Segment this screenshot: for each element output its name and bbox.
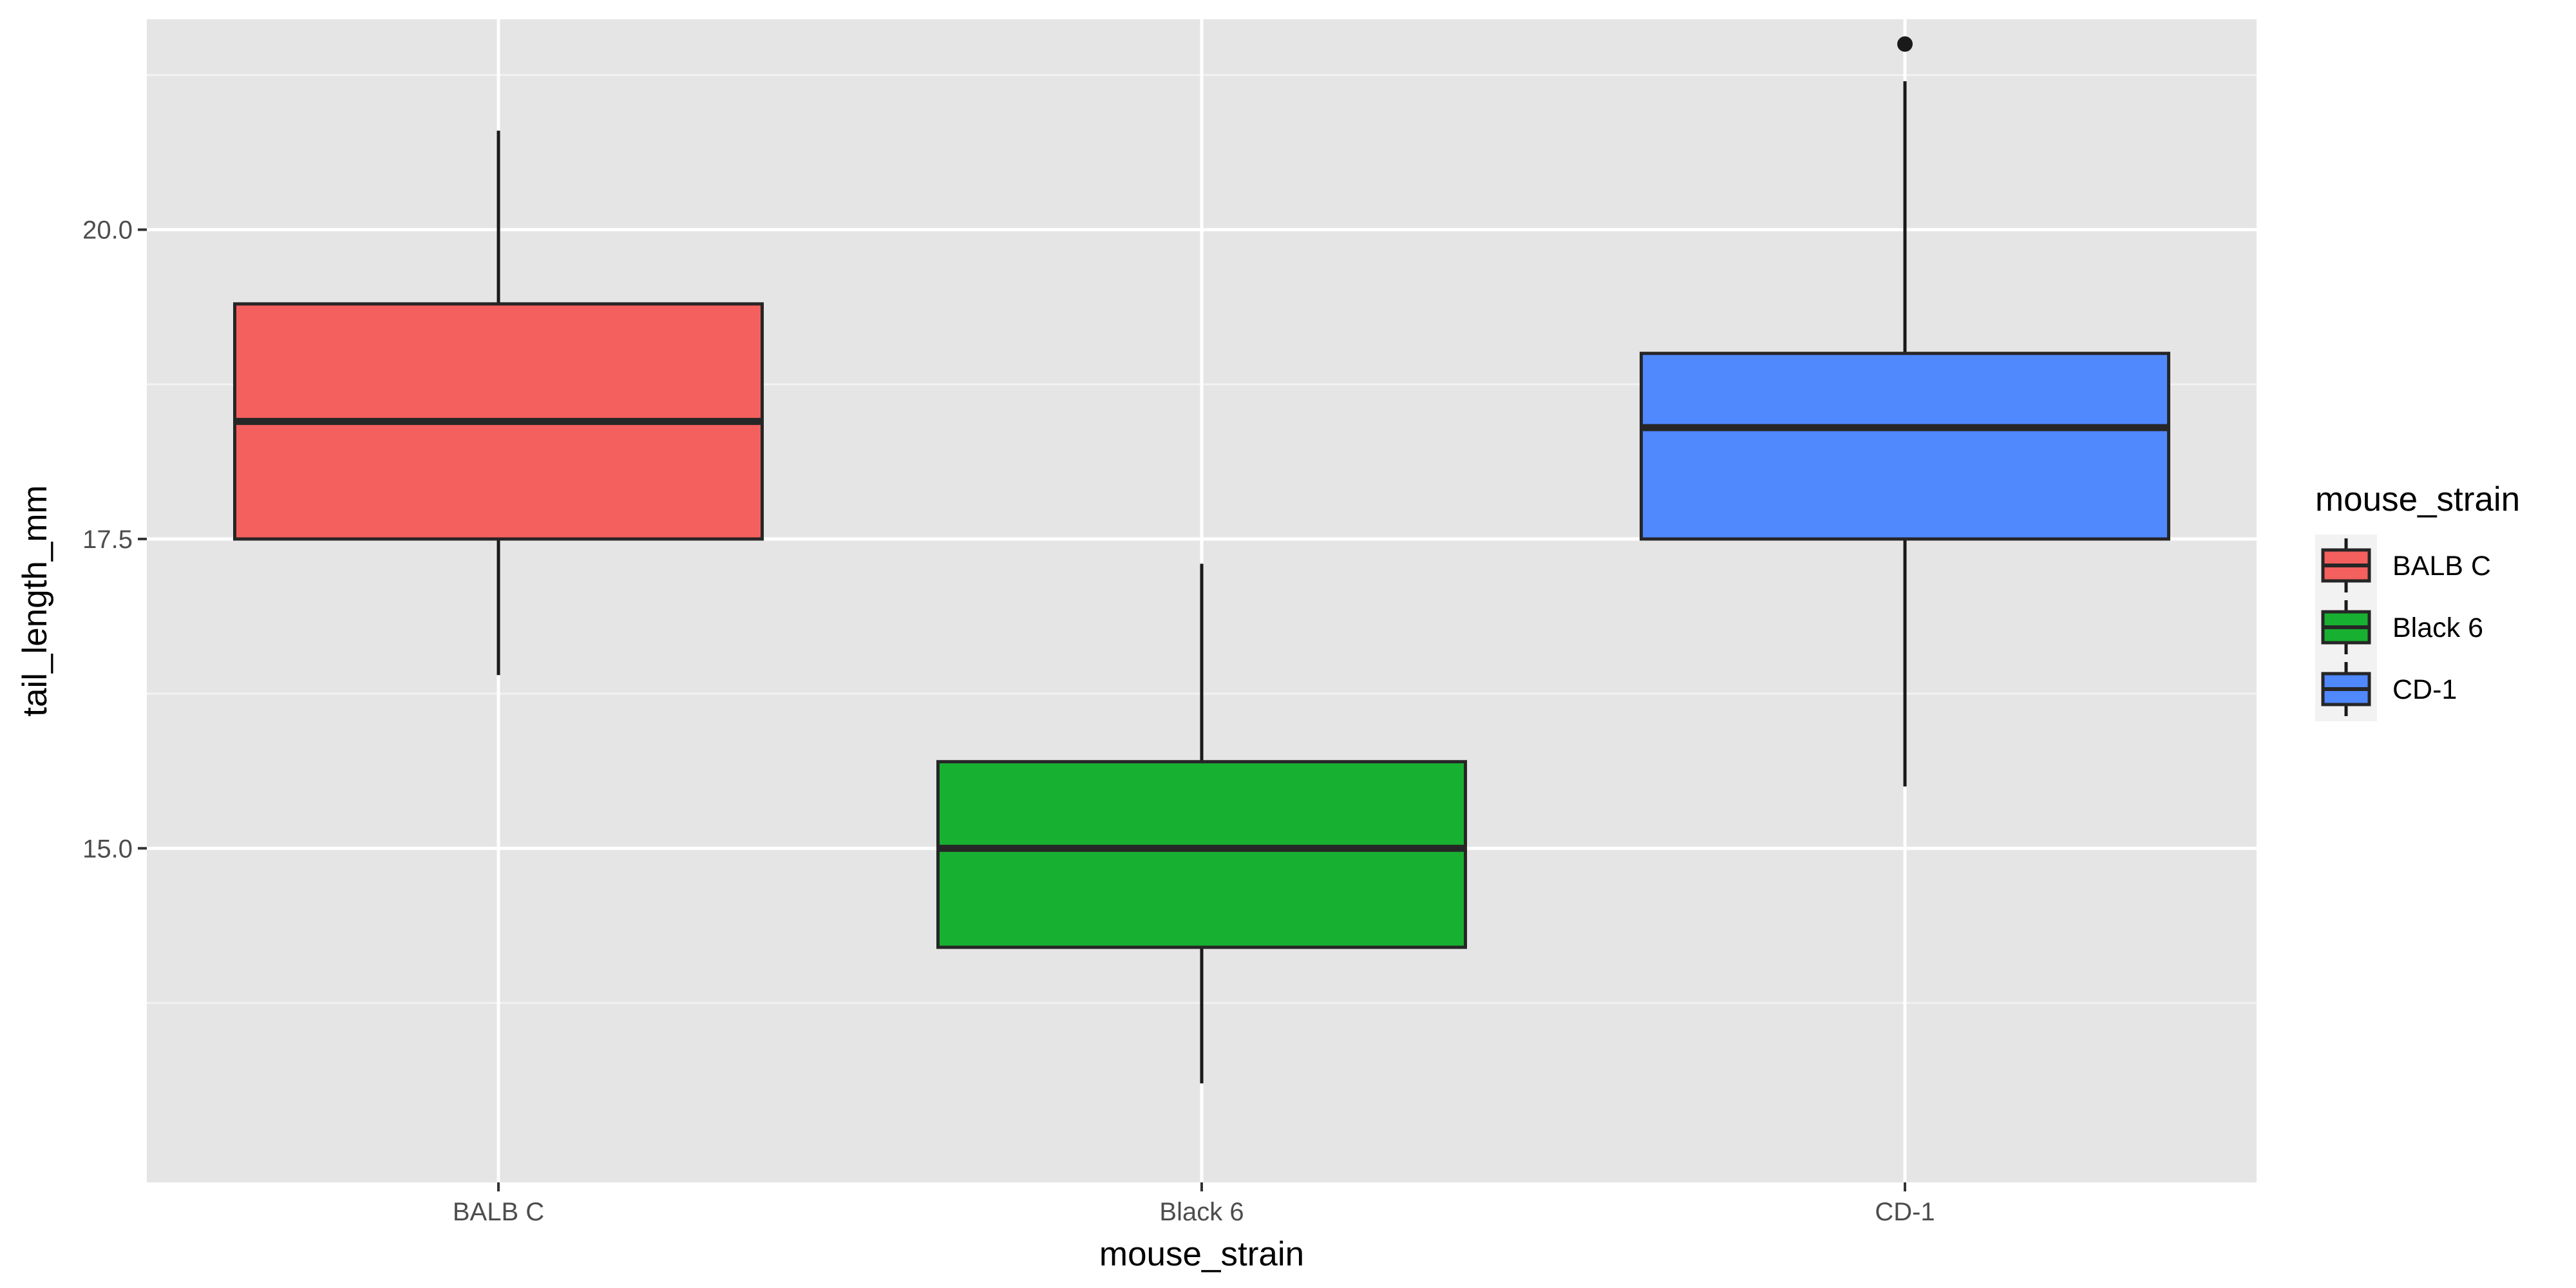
outlier-point [1897, 36, 1913, 52]
y-tick-label: 17.5 [82, 526, 133, 554]
legend-label: CD-1 [2392, 674, 2457, 705]
legend-item: CD-1 [2321, 662, 2457, 716]
legend-keys: BALB C Black 6 CD-1 [2321, 538, 2491, 716]
box-body [1640, 352, 2170, 541]
legend-title: mouse_strain [2315, 480, 2520, 518]
y-tick-label: 20.0 [82, 216, 133, 245]
legend-label: Black 6 [2392, 612, 2483, 643]
box-black-6 [936, 564, 1467, 1084]
box-body [936, 760, 1467, 949]
x-tick-label: BALB C [453, 1198, 544, 1226]
box-layer [233, 36, 2170, 1084]
x-axis: BALB C Black 6 CD-1 [453, 1182, 1935, 1226]
legend: mouse_strain BALB C Black 6 CD-1 [2315, 480, 2520, 721]
box-cd-1 [1640, 36, 2170, 787]
box-balb-c [233, 130, 764, 676]
x-tick-label: CD-1 [1875, 1198, 1935, 1226]
x-tick-label: Black 6 [1159, 1198, 1244, 1226]
legend-label: BALB C [2392, 551, 2491, 582]
y-axis-title: tail_length_mm [16, 485, 54, 716]
y-tick-label: 15.0 [82, 835, 133, 863]
legend-item: Black 6 [2321, 600, 2483, 654]
legend-item: BALB C [2321, 538, 2491, 592]
x-axis-title: mouse_strain [1099, 1235, 1304, 1273]
y-axis: 15.0 17.5 20.0 [82, 216, 147, 863]
